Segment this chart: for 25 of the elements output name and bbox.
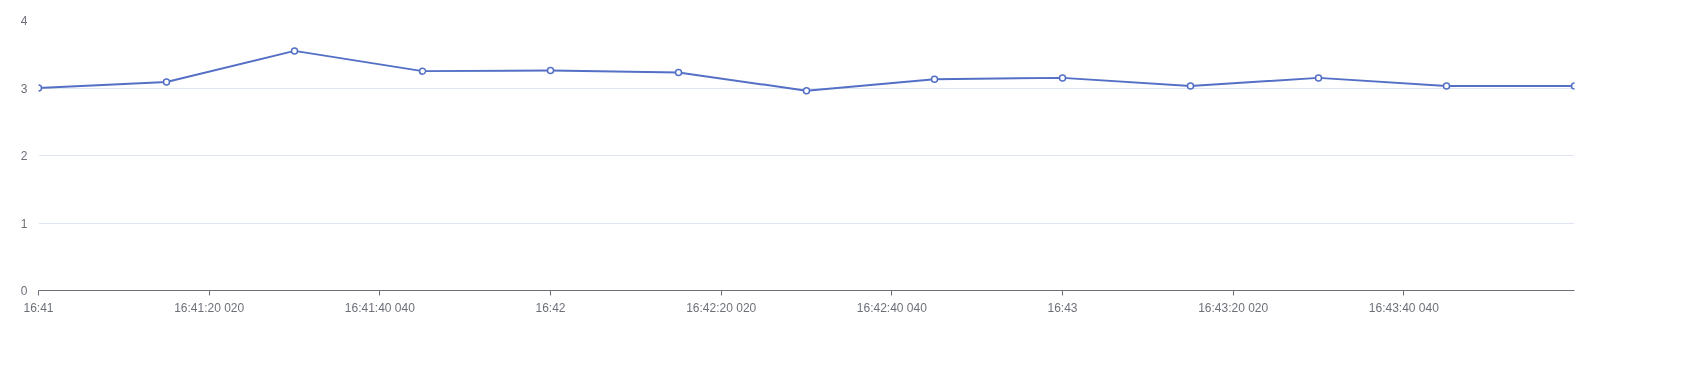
point [1442,82,1451,90]
point [162,78,171,86]
point [1186,82,1195,90]
point [1314,74,1323,82]
x-tick-label: 16:41 [23,300,54,315]
y-tick-label: 2 [20,149,28,163]
x-tick-label: 16:43:40 040 [1368,300,1440,315]
x-tick-label: 16:42:20 020 [686,300,757,315]
y-tick-label: 4 [20,14,28,28]
point [418,67,427,75]
point [802,86,811,95]
point [674,68,683,77]
x-tick-label: 16:42:40 040 [856,300,928,315]
point [1058,74,1067,82]
point [930,75,939,83]
x-tick-label: 16:41:40 040 [344,300,416,315]
y-tick-label: 0 [20,284,28,298]
x-tick-label: 16:43 [1047,300,1078,315]
x-tick-label: 16:42 [535,300,566,315]
x-tick-label: 16:41:20 020 [174,300,245,315]
x-tick-label: 16:43:20 020 [1198,300,1269,315]
point [546,66,555,75]
point [290,47,299,55]
y-tick-label: 1 [20,216,28,231]
y-tick-label: 3 [20,81,28,96]
